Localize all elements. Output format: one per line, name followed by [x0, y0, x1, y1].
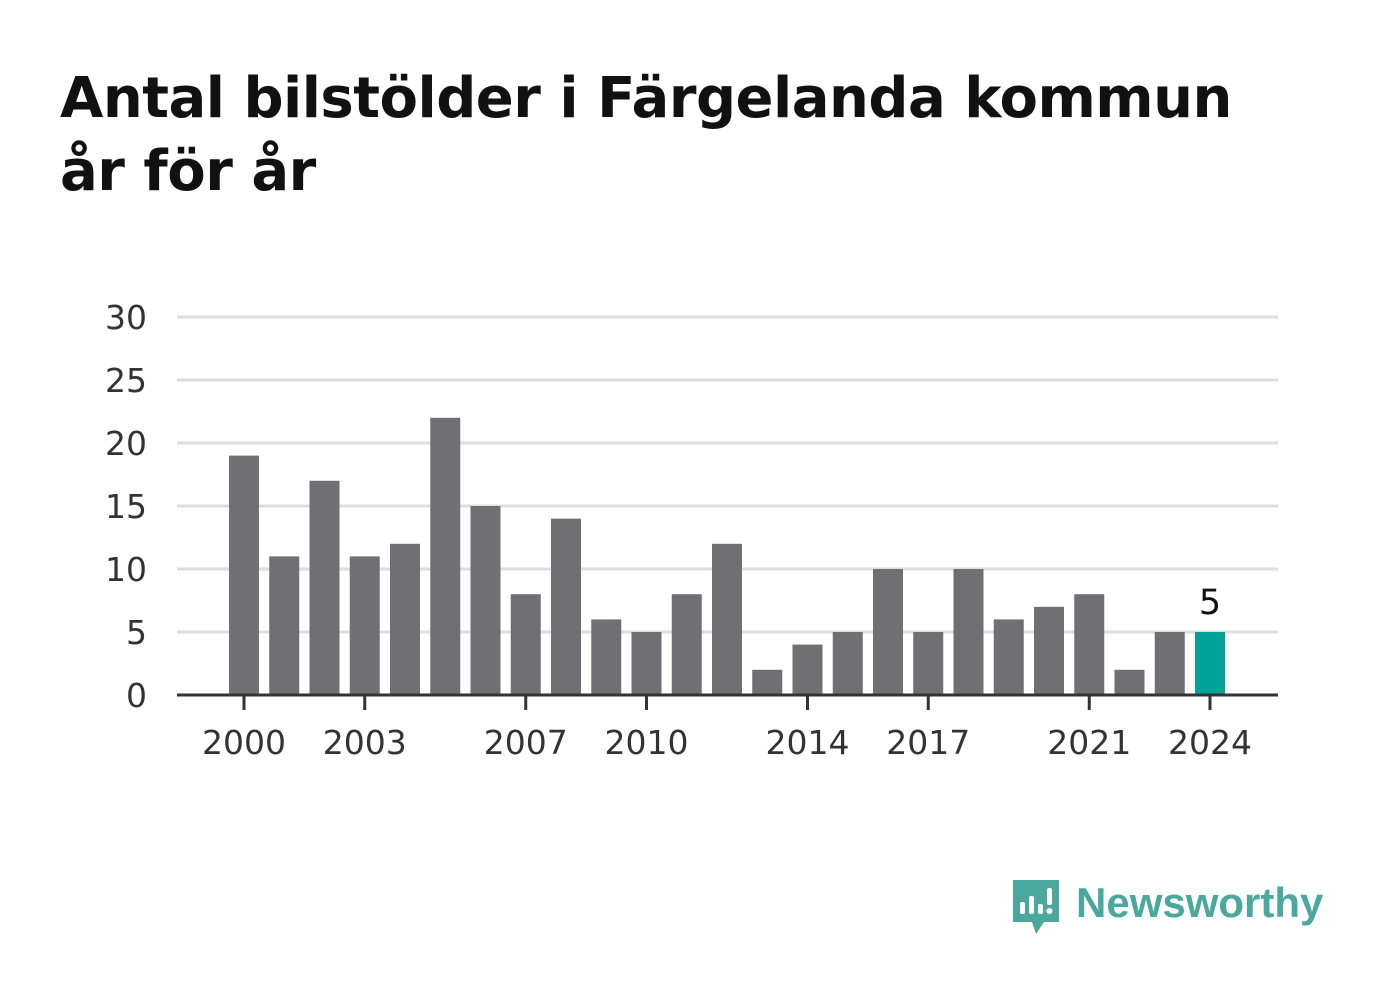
x-tick-label-2021: 2021 — [1047, 723, 1131, 762]
bar-2019 — [993, 619, 1024, 695]
bar-2013 — [752, 669, 783, 695]
x-tick-label-2000: 2000 — [202, 723, 286, 762]
x-tick-label-2024: 2024 — [1168, 723, 1252, 762]
bar-2011 — [671, 594, 702, 695]
bar-2023 — [1154, 632, 1185, 695]
bar-2012 — [712, 543, 742, 695]
chart-title: Antal bilstölder i Färgelanda kommun år … — [60, 62, 1320, 208]
bar-2022 — [1114, 669, 1145, 695]
bar-2005 — [430, 417, 461, 695]
x-tick-label-2014: 2014 — [766, 723, 850, 762]
x-tick-label-2003: 2003 — [323, 723, 407, 762]
bar-2007 — [510, 594, 541, 695]
y-tick-label-25: 25 — [105, 361, 147, 400]
y-tick-label-20: 20 — [105, 424, 147, 463]
bar-2009 — [591, 619, 622, 695]
y-tick-label-10: 10 — [105, 550, 147, 589]
value-label-2024: 5 — [1199, 583, 1221, 623]
labels: 0 5 10 15 20 25 30 5 2000 2003 2007 2010 2014 2017 202… — [105, 298, 1252, 762]
bar-2020 — [1034, 606, 1064, 695]
y-tick-label-15: 15 — [105, 487, 147, 526]
logo-text: Newsworthy — [1076, 879, 1324, 926]
chart-title-line-2: år för år — [60, 139, 316, 204]
bar-2024 — [1195, 632, 1225, 695]
newsworthy-logo: Newsworthy — [1010, 876, 1323, 942]
x-tick-label-2017: 2017 — [886, 723, 970, 762]
bar-2006 — [470, 506, 501, 695]
bar-2008 — [551, 518, 581, 695]
bar-2018 — [953, 569, 984, 695]
bar-2017 — [913, 632, 944, 695]
y-tick-label-0: 0 — [126, 676, 147, 715]
bars — [229, 417, 1225, 695]
bar-2002 — [309, 480, 340, 695]
bar-chart-speech-bubble-icon — [1013, 880, 1059, 934]
x-tick-label-2010: 2010 — [605, 723, 689, 762]
bar-2001 — [269, 556, 300, 695]
bar-2015 — [832, 632, 863, 695]
bar-2004 — [390, 543, 420, 695]
x-tick-label-2007: 2007 — [484, 723, 568, 762]
chart-title-line-1: Antal bilstölder i Färgelanda kommun — [60, 66, 1232, 131]
bar-2014 — [792, 644, 823, 695]
bar-2021 — [1074, 594, 1105, 695]
bar-2000 — [229, 455, 259, 695]
y-tick-label-5: 5 — [126, 613, 147, 652]
x-axis — [177, 693, 1278, 710]
bar-2010 — [631, 632, 662, 695]
y-tick-label-30: 30 — [105, 298, 147, 337]
bar-2016 — [873, 569, 903, 695]
bar-2003 — [349, 556, 380, 695]
